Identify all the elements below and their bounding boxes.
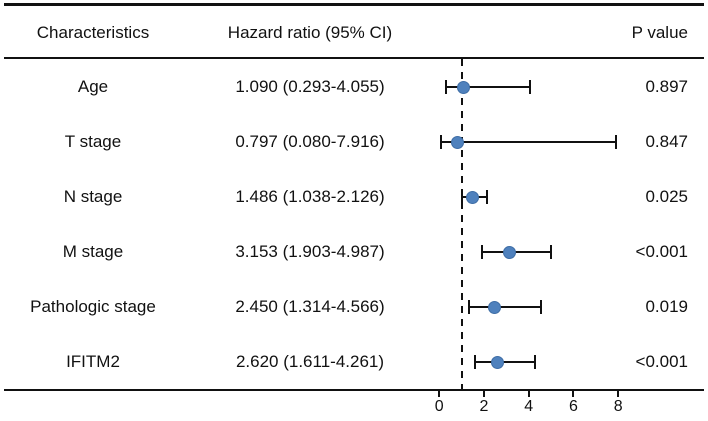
ci-cap-right <box>528 80 531 94</box>
ci-cap-left <box>474 355 477 369</box>
error-bar <box>468 306 542 308</box>
row-label: T stage <box>64 132 122 151</box>
p-value-text: 0.019 <box>645 297 688 316</box>
x-tick <box>482 391 485 397</box>
ci-cap-left <box>444 80 447 94</box>
x-tick <box>527 391 530 397</box>
row-label: Age <box>77 77 109 96</box>
x-tick-label: 4 <box>524 398 534 415</box>
header-hazard-ratio: Hazard ratio (95% CI) <box>227 23 393 42</box>
x-tick-label: 0 <box>434 398 444 415</box>
x-axis-line <box>4 389 704 391</box>
ci-cap-right <box>540 300 543 314</box>
ci-cap-right <box>533 355 536 369</box>
p-value-text: 0.025 <box>645 187 688 206</box>
x-tick-label: 6 <box>569 398 578 415</box>
ci-cap-right <box>485 190 488 204</box>
x-tick <box>438 391 441 397</box>
hr-point <box>503 245 517 259</box>
p-value-text: <0.001 <box>635 242 688 261</box>
reference-line <box>460 59 463 389</box>
hr-ci-text: 1.090 (0.293-4.055) <box>235 77 385 96</box>
p-value-text: 0.897 <box>645 77 688 96</box>
p-value-text: <0.001 <box>635 352 688 371</box>
hr-point <box>465 190 479 204</box>
error-bar <box>481 251 551 253</box>
ci-cap-right <box>549 245 552 259</box>
x-tick <box>572 391 575 397</box>
header-characteristics: Characteristics <box>36 23 150 42</box>
row-label: M stage <box>62 242 124 261</box>
x-tick <box>617 391 620 397</box>
hr-ci-text: 1.486 (1.038-2.126) <box>235 187 385 206</box>
hr-point <box>487 300 501 314</box>
x-tick-label: 2 <box>479 398 489 415</box>
hr-ci-text: 3.153 (1.903-4.987) <box>235 242 385 261</box>
ci-cap-left <box>467 300 470 314</box>
ci-cap-left <box>439 135 442 149</box>
error-bar <box>440 141 617 143</box>
p-value-text: 0.847 <box>645 132 688 151</box>
ci-cap-left <box>480 245 483 259</box>
header-p-value: P value <box>631 23 688 42</box>
hr-ci-text: 0.797 (0.080-7.916) <box>235 132 385 151</box>
hr-ci-text: 2.620 (1.611-4.261) <box>235 352 385 371</box>
hr-point <box>491 355 505 369</box>
ci-cap-right <box>615 135 618 149</box>
x-tick-label: 8 <box>613 398 623 415</box>
row-label: IFITM2 <box>66 352 120 371</box>
error-bar <box>445 86 530 88</box>
top-rule <box>4 3 704 6</box>
hr-point <box>450 135 464 149</box>
header-rule <box>4 57 704 59</box>
hr-point <box>457 80 471 94</box>
row-label: Pathologic stage <box>30 297 156 316</box>
row-label: N stage <box>63 187 123 206</box>
hr-ci-text: 2.450 (1.314-4.566) <box>235 297 385 316</box>
error-bar <box>475 361 535 363</box>
